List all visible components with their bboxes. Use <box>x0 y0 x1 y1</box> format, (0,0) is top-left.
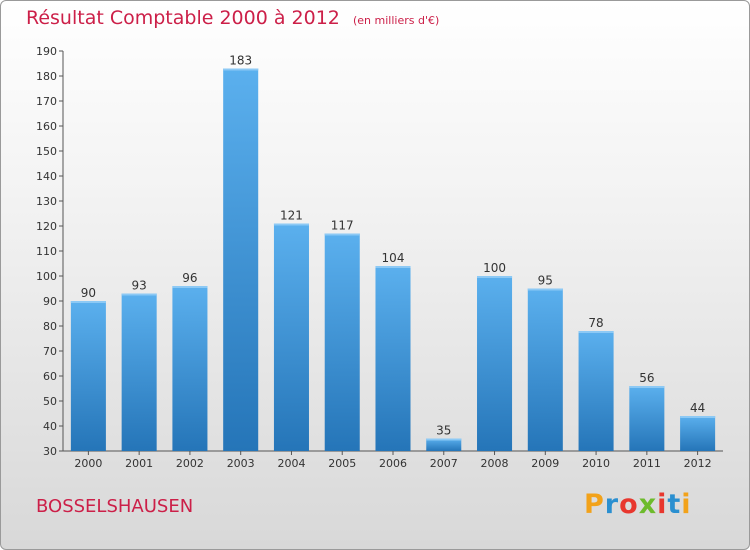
bar-highlight <box>172 286 208 288</box>
x-tick-label: 2008 <box>481 457 509 470</box>
logo-letter: x <box>638 489 658 520</box>
y-tick-label: 160 <box>36 120 57 133</box>
y-tick-label: 110 <box>36 245 57 258</box>
bar-highlight <box>629 386 665 388</box>
data-label: 100 <box>483 261 506 275</box>
bar-highlight <box>375 266 411 268</box>
y-tick-label: 130 <box>36 195 57 208</box>
x-tick-label: 2011 <box>633 457 661 470</box>
bar <box>70 301 106 451</box>
bar <box>578 331 614 451</box>
bar <box>680 416 716 451</box>
bar <box>121 293 157 451</box>
bar-highlight <box>578 331 614 333</box>
y-tick-label: 190 <box>36 45 57 58</box>
x-tick-label: 2006 <box>379 457 407 470</box>
x-tick-label: 2002 <box>176 457 204 470</box>
y-tick-label: 40 <box>43 420 57 433</box>
data-label: 95 <box>538 274 553 288</box>
bar-highlight <box>70 301 106 303</box>
bar <box>527 288 563 451</box>
data-label: 56 <box>639 371 654 385</box>
x-tick-label: 2012 <box>684 457 712 470</box>
bar-highlight <box>273 223 309 226</box>
logo-letter: i <box>657 489 668 520</box>
bar <box>223 68 259 451</box>
bar <box>273 223 309 451</box>
x-tick-label: 2004 <box>277 457 305 470</box>
y-tick-label: 180 <box>36 70 57 83</box>
bar <box>375 266 411 451</box>
chart-unit: (en milliers d'€) <box>352 14 440 27</box>
y-tick-label: 150 <box>36 145 57 158</box>
bar <box>172 286 208 451</box>
data-label: 117 <box>331 219 354 233</box>
y-tick-label: 140 <box>36 170 57 183</box>
data-label: 121 <box>280 209 303 223</box>
data-label: 78 <box>588 316 603 330</box>
commune-name: BOSSELSHAUSEN <box>36 496 194 517</box>
logo-letter: P <box>584 489 605 520</box>
y-tick-label: 30 <box>43 445 57 458</box>
y-tick-label: 120 <box>36 220 57 233</box>
y-tick-label: 170 <box>36 95 57 108</box>
bar <box>324 233 360 451</box>
logo-letter: o <box>619 489 639 520</box>
x-tick-label: 2010 <box>582 457 610 470</box>
data-label: 93 <box>132 279 147 293</box>
bar <box>629 386 665 451</box>
data-label: 90 <box>81 286 96 300</box>
y-tick-label: 60 <box>43 370 57 383</box>
bar-highlight <box>527 288 563 291</box>
x-tick-label: 2005 <box>328 457 356 470</box>
bar-highlight <box>426 438 462 441</box>
y-tick-label: 70 <box>43 345 57 358</box>
y-tick-label: 100 <box>36 270 57 283</box>
y-tick-label: 80 <box>43 320 57 333</box>
chart-title-text: Résultat Comptable 2000 à 2012 <box>26 7 340 29</box>
logo-letter: t <box>667 489 682 520</box>
x-tick-label: 2001 <box>125 457 153 470</box>
bar <box>426 438 462 451</box>
data-label: 35 <box>436 424 451 438</box>
data-label: 183 <box>229 54 252 68</box>
data-label: 96 <box>182 271 197 285</box>
x-tick-label: 2007 <box>430 457 458 470</box>
y-tick-label: 50 <box>43 395 57 408</box>
bar <box>477 276 513 451</box>
bar-highlight <box>324 233 360 236</box>
y-tick-label: 90 <box>43 295 57 308</box>
bar-highlight <box>477 276 513 278</box>
data-label: 104 <box>382 251 405 265</box>
x-tick-label: 2000 <box>74 457 102 470</box>
bar-highlight <box>121 293 157 296</box>
x-tick-label: 2003 <box>227 457 255 470</box>
logo-letter: i <box>681 489 692 520</box>
proxiti-logo[interactable]: Proxiti <box>584 489 692 520</box>
x-tick-label: 2009 <box>531 457 559 470</box>
logo-letter: r <box>604 489 620 520</box>
chart-title: Résultat Comptable 2000 à 2012 (en milli… <box>26 7 439 29</box>
data-label: 44 <box>690 401 705 415</box>
bar-highlight <box>223 68 259 71</box>
bar-highlight <box>680 416 716 418</box>
